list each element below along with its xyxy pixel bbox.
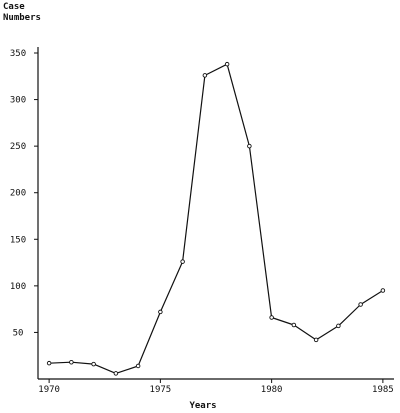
series-line <box>49 63 384 374</box>
y-axis-title-line1: Case <box>3 2 25 12</box>
data-point <box>158 309 163 315</box>
x-tick-label: 1985 <box>372 385 394 395</box>
y-axis-title-line2: Numbers <box>3 13 41 23</box>
y-tick-label: 150 <box>10 235 26 245</box>
y-axis-ticks: 50 100 150 200 250 300 350 <box>10 49 38 338</box>
y-tick-label: 350 <box>10 49 26 59</box>
y-tick-label: 250 <box>10 142 26 152</box>
data-point <box>91 361 96 367</box>
x-tick-label: 1970 <box>38 385 60 395</box>
data-point <box>336 323 341 329</box>
series-layer <box>46 61 386 376</box>
data-point <box>135 363 141 369</box>
data-point <box>46 360 52 366</box>
data-point <box>69 359 74 365</box>
data-point <box>380 288 386 293</box>
y-axis-title: Case Numbers <box>3 2 41 23</box>
data-point <box>358 302 363 307</box>
x-axis-ticks: 1970 1975 1980 1985 <box>38 379 394 395</box>
data-point <box>269 315 274 320</box>
x-axis-title: Years <box>189 401 216 411</box>
x-tick-label: 1980 <box>261 385 283 395</box>
y-tick-label: 100 <box>10 282 26 292</box>
data-point <box>291 322 297 328</box>
data-point <box>113 371 119 376</box>
data-point <box>224 61 230 67</box>
y-tick-label: 300 <box>10 96 26 106</box>
y-tick-label: 50 <box>13 328 24 338</box>
data-point <box>313 337 319 343</box>
data-point <box>247 143 252 149</box>
x-tick-label: 1975 <box>150 385 172 395</box>
y-tick-label: 200 <box>10 189 26 199</box>
data-point <box>180 259 185 264</box>
data-point <box>202 73 208 78</box>
